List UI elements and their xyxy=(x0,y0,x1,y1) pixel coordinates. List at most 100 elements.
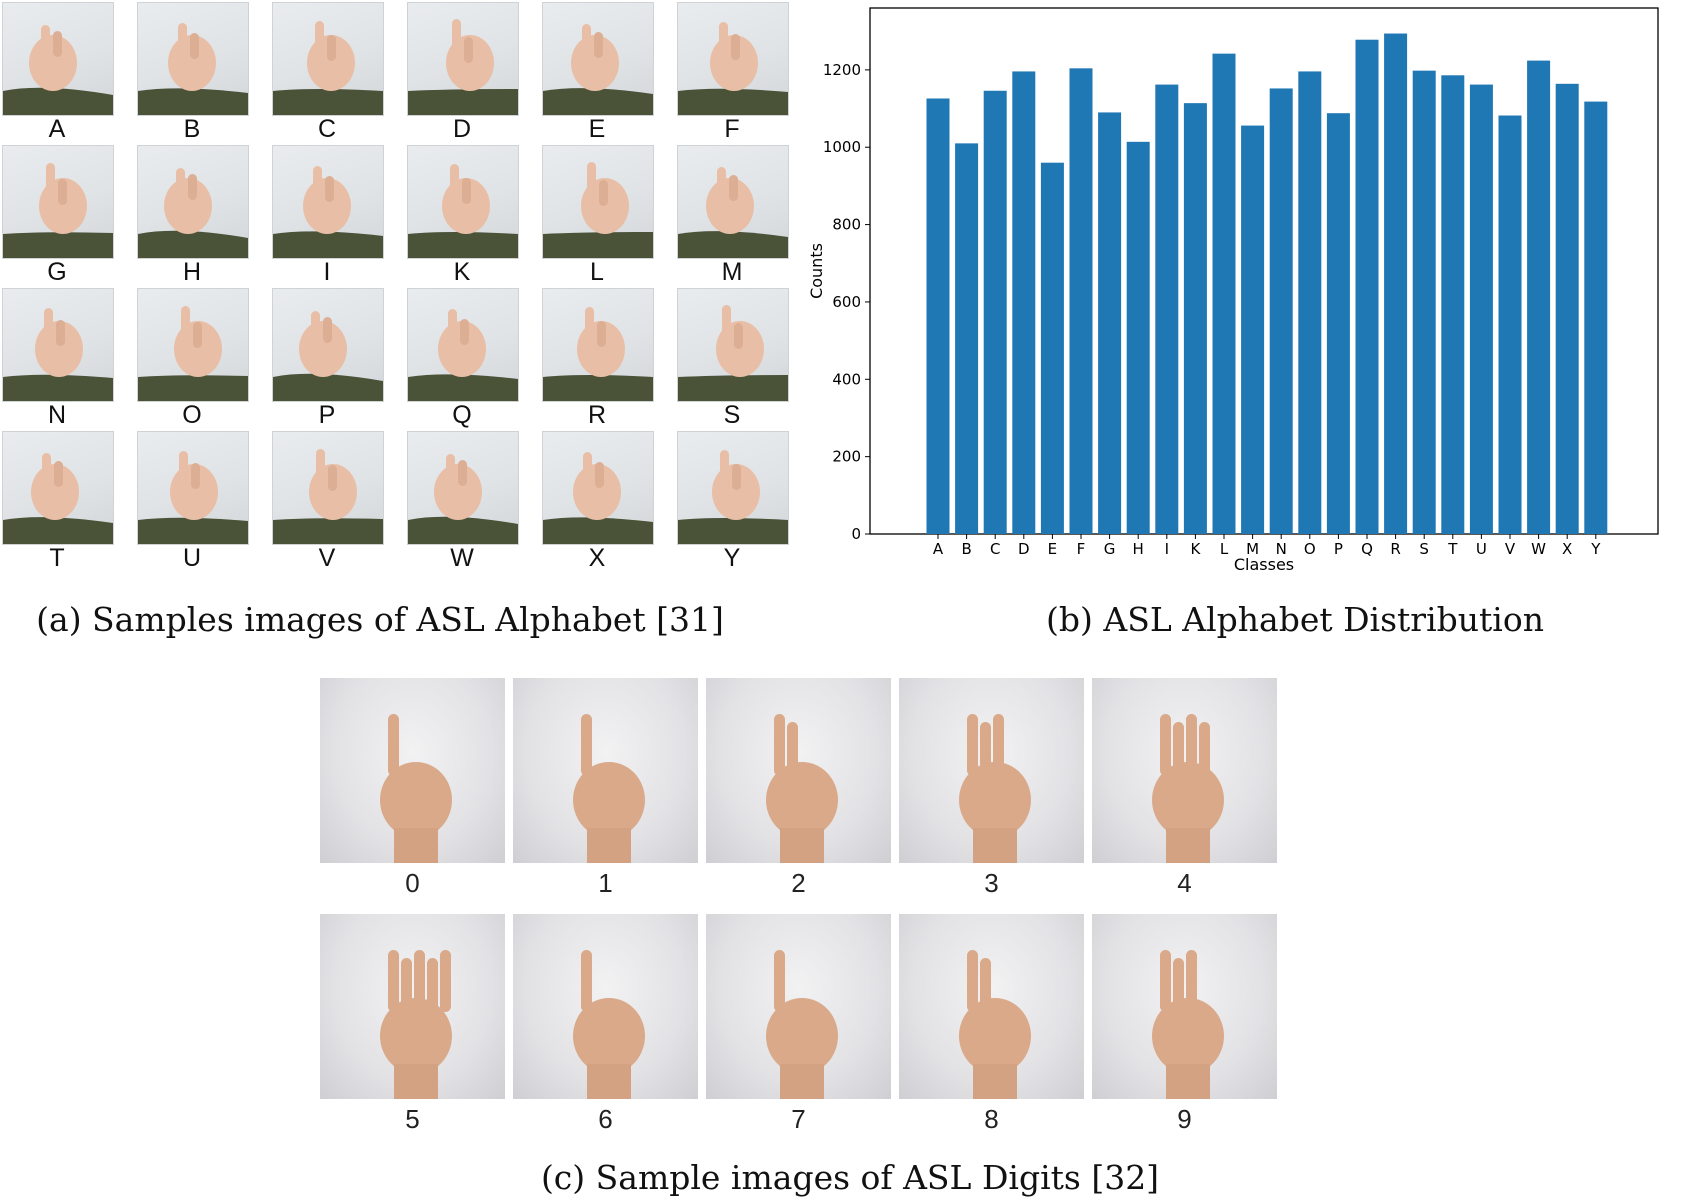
bar xyxy=(1527,60,1551,534)
hand-sign-photo xyxy=(407,288,519,402)
digit-sample-label: 8 xyxy=(984,1104,999,1134)
hand-sign-photo xyxy=(272,145,384,259)
alphabet-sample-label: E xyxy=(588,115,606,143)
hand-sign-photo xyxy=(320,914,505,1099)
alphabet-sample: M xyxy=(677,145,813,287)
bar xyxy=(1555,83,1579,535)
bar xyxy=(1355,39,1379,534)
x-tick-label: U xyxy=(1476,540,1487,558)
digit-sample-label: 4 xyxy=(1177,868,1192,898)
digit-sample-label: 6 xyxy=(598,1104,613,1134)
bar xyxy=(1241,125,1265,534)
alphabet-sample-label: S xyxy=(723,401,741,429)
digit-sample: 7 xyxy=(706,914,899,1150)
alphabet-sample-label: G xyxy=(47,258,67,286)
digit-sample: 5 xyxy=(320,914,513,1150)
alphabet-sample: A xyxy=(2,2,138,144)
hand-sign-photo xyxy=(407,2,519,116)
bar xyxy=(1298,71,1322,534)
x-tick-label: W xyxy=(1531,540,1546,558)
y-tick-label: 600 xyxy=(832,293,861,311)
y-tick-label: 1000 xyxy=(823,138,861,156)
alphabet-sample-label: O xyxy=(182,401,202,429)
alphabet-sample: N xyxy=(2,288,138,430)
alphabet-sample: R xyxy=(542,288,678,430)
alphabet-sample: S xyxy=(677,288,813,430)
x-tick-label: P xyxy=(1334,540,1343,558)
alphabet-sample-label: W xyxy=(450,544,474,572)
hand-sign-photo xyxy=(272,288,384,402)
hand-sign-photo xyxy=(320,678,505,863)
hand-sign-photo xyxy=(137,431,249,545)
digit-sample: 1 xyxy=(513,678,706,914)
hand-sign-photo xyxy=(542,145,654,259)
hand-sign-photo xyxy=(2,2,114,116)
x-tick-label: T xyxy=(1447,540,1458,558)
x-tick-label: I xyxy=(1165,540,1169,558)
bar xyxy=(955,143,979,534)
caption-alphabet-distribution: (b) ASL Alphabet Distribution xyxy=(1046,600,1544,639)
alphabet-sample: F xyxy=(677,2,813,144)
alphabet-sample-label: Y xyxy=(723,544,741,572)
hand-sign-photo xyxy=(677,431,789,545)
alphabet-sample-label: K xyxy=(453,258,471,286)
y-axis-ticks: 0 200 400 600 800 1000 1200 xyxy=(823,61,870,543)
alphabet-sample: V xyxy=(272,431,408,573)
alphabet-sample-label: U xyxy=(182,544,202,572)
x-tick-label: A xyxy=(933,540,944,558)
alphabet-sample: D xyxy=(407,2,543,144)
alphabet-sample-label: N xyxy=(47,401,67,429)
digit-sample: 0 xyxy=(320,678,513,914)
bar xyxy=(1155,84,1179,535)
alphabet-sample: U xyxy=(137,431,273,573)
digit-sample-label: 9 xyxy=(1177,1104,1192,1134)
alphabet-sample: P xyxy=(272,288,408,430)
alphabet-sample: E xyxy=(542,2,678,144)
alphabet-sample-label: L xyxy=(590,258,604,286)
y-tick-label: 400 xyxy=(832,370,861,388)
bars-layer xyxy=(926,33,1608,535)
alphabet-sample-label: C xyxy=(317,115,337,143)
bar xyxy=(1412,70,1436,534)
caption-alphabet-samples: (a) Samples images of ASL Alphabet [31] xyxy=(36,600,724,639)
digit-sample: 6 xyxy=(513,914,706,1150)
x-tick-label: C xyxy=(990,540,1000,558)
x-tick-label: H xyxy=(1133,540,1144,558)
x-tick-label: B xyxy=(961,540,971,558)
hand-sign-photo xyxy=(542,431,654,545)
alphabet-sample-label: T xyxy=(49,544,65,572)
digit-sample: 8 xyxy=(899,914,1092,1150)
x-tick-label: Y xyxy=(1590,540,1601,558)
bar xyxy=(1326,113,1350,534)
alphabet-sample: I xyxy=(272,145,408,287)
alphabet-sample-label: X xyxy=(588,544,606,572)
hand-sign-photo xyxy=(2,145,114,259)
x-tick-label: E xyxy=(1048,540,1057,558)
digit-sample-label: 0 xyxy=(405,868,420,898)
y-tick-label: 800 xyxy=(832,216,861,234)
hand-sign-photo xyxy=(706,678,891,863)
digit-sample-label: 3 xyxy=(984,868,999,898)
alphabet-sample-label: P xyxy=(318,401,336,429)
hand-sign-photo xyxy=(272,2,384,116)
asl-alphabet-sample-grid: A B C D E F G H I K L M N O P Q R S T U V W X Y xyxy=(0,0,800,572)
digit-sample: 4 xyxy=(1092,678,1285,914)
y-tick-label: 1200 xyxy=(823,61,861,79)
bar xyxy=(983,90,1007,535)
hand-sign-photo xyxy=(677,2,789,116)
alphabet-sample-label: I xyxy=(323,258,331,286)
bar xyxy=(1069,68,1093,534)
digit-sample-label: 1 xyxy=(598,868,613,898)
alphabet-sample: K xyxy=(407,145,543,287)
x-tick-label: Q xyxy=(1361,540,1373,558)
hand-sign-photo xyxy=(677,288,789,402)
alphabet-sample: T xyxy=(2,431,138,573)
y-tick-label: 0 xyxy=(851,525,861,543)
x-tick-label: K xyxy=(1190,540,1201,558)
hand-sign-photo xyxy=(1092,678,1277,863)
alphabet-sample-label: M xyxy=(721,258,743,286)
y-tick-label: 200 xyxy=(832,448,861,466)
hand-sign-photo xyxy=(899,914,1084,1099)
x-tick-label: O xyxy=(1304,540,1316,558)
